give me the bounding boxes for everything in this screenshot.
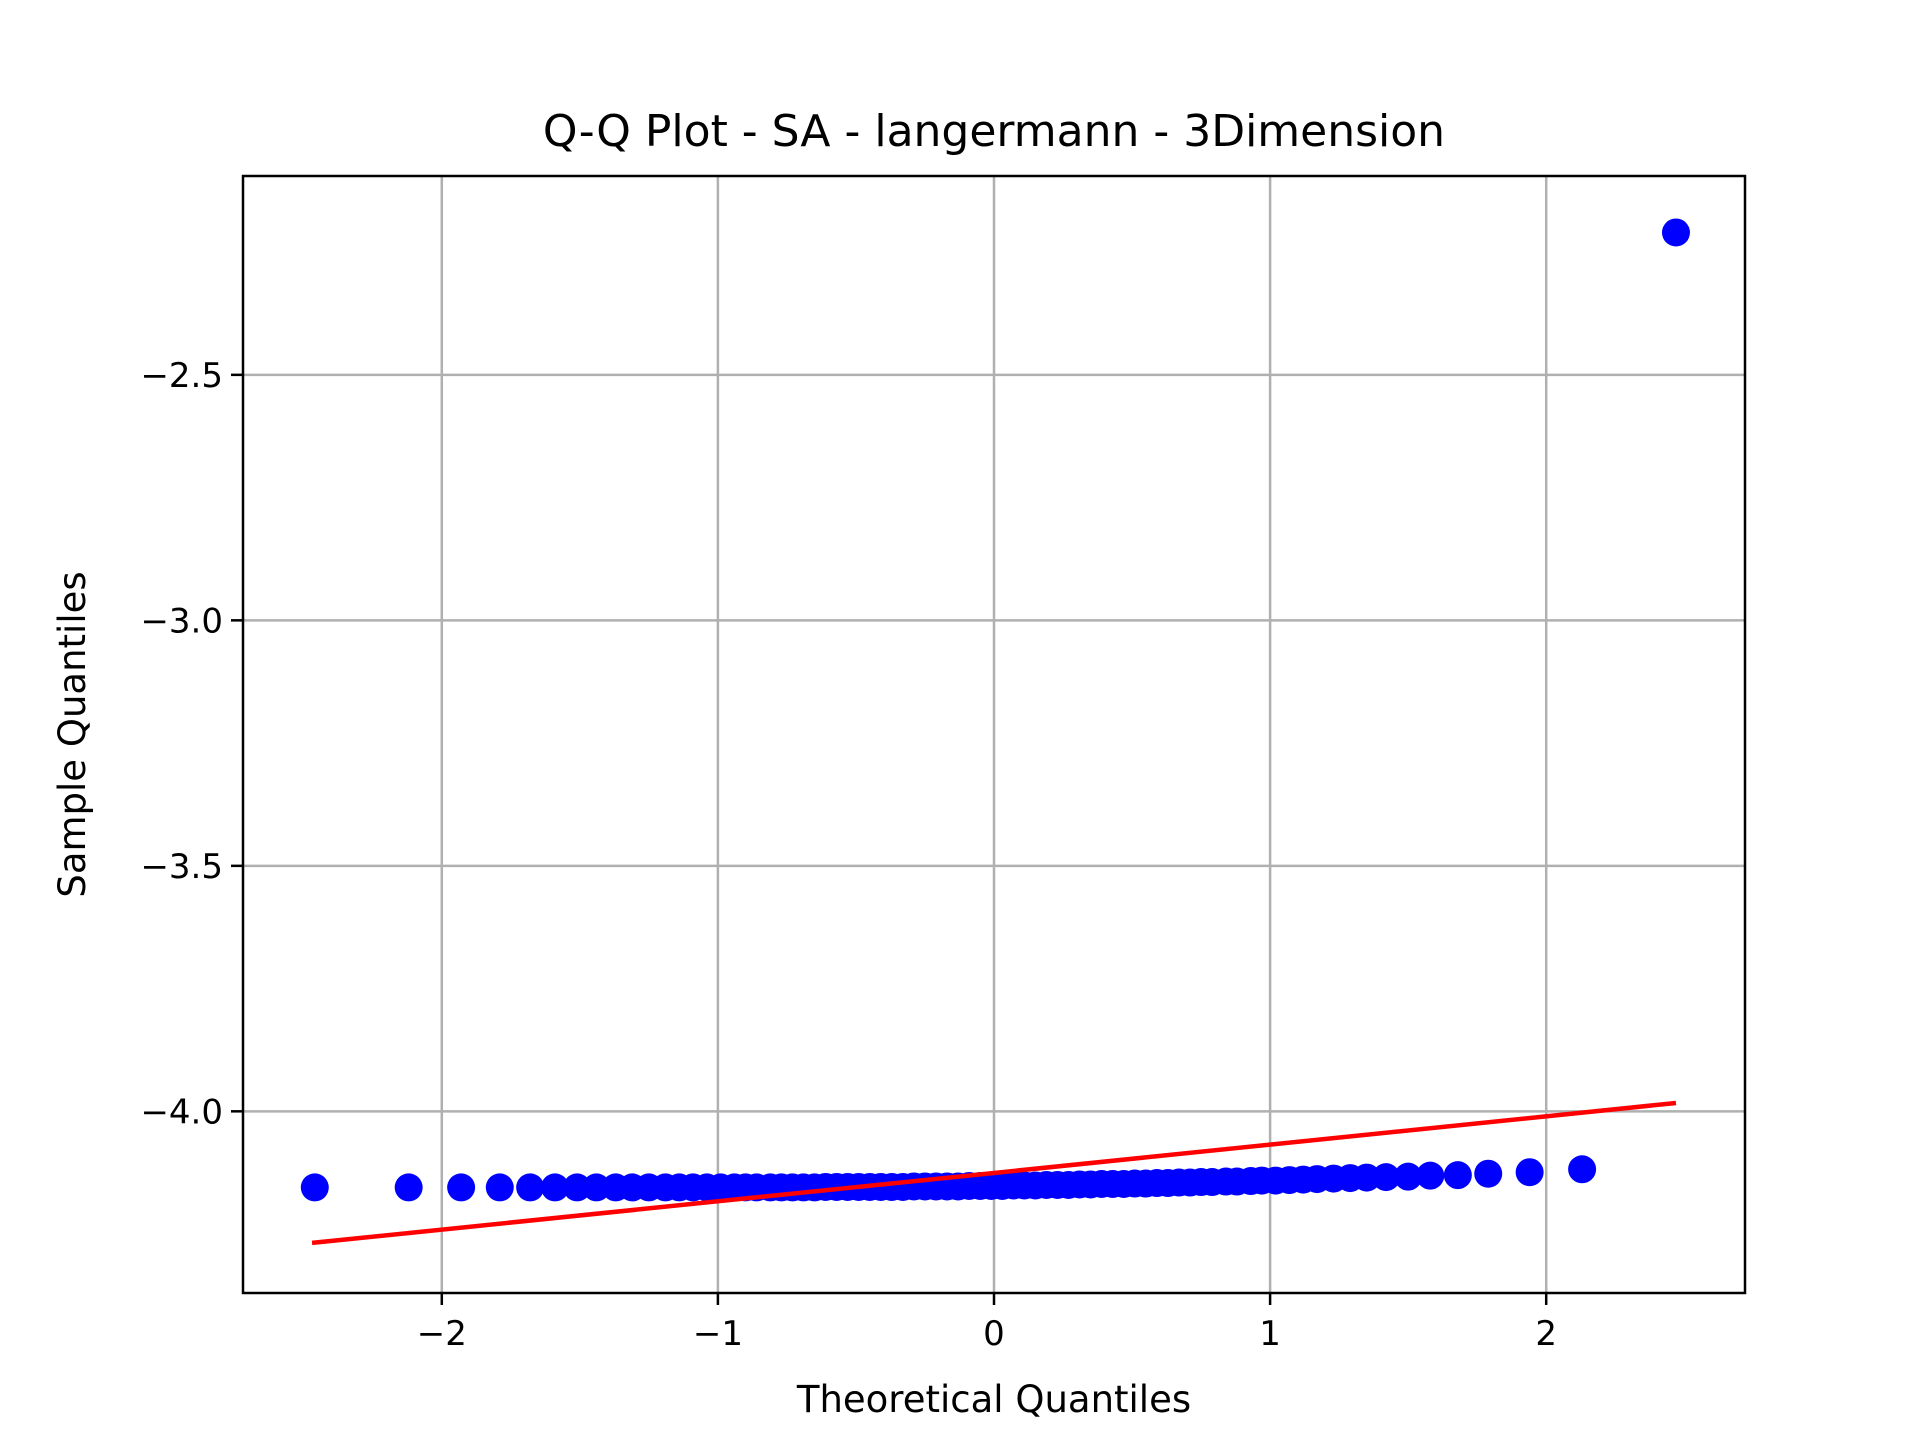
data-point [300, 1173, 329, 1202]
y-tick-label: −4.0 [140, 1092, 223, 1132]
y-tick-label: −3.5 [140, 847, 223, 887]
x-tick-label: 0 [983, 1314, 1005, 1354]
y-axis-label: Sample Quantiles [51, 571, 94, 897]
chart-title: Q-Q Plot - SA - langermann - 3Dimension [543, 106, 1445, 157]
x-tick-label: 1 [1259, 1314, 1281, 1354]
data-point [540, 1173, 569, 1202]
data-point [1515, 1158, 1544, 1187]
data-point [1443, 1161, 1472, 1190]
grid-lines [243, 176, 1745, 1293]
x-tick-label: −1 [693, 1314, 743, 1354]
data-point [1661, 218, 1690, 247]
data-point [563, 1173, 592, 1202]
plot-area [300, 218, 1690, 1246]
data-point [485, 1173, 514, 1202]
reference-line [311, 1100, 1677, 1246]
data-point [1474, 1159, 1503, 1188]
data-point [394, 1173, 423, 1202]
y-tick-label: −3.0 [140, 601, 223, 641]
y-tick-label: −2.5 [140, 356, 223, 396]
x-tick-label: −2 [417, 1314, 467, 1354]
data-point [582, 1173, 611, 1202]
axis-ticks: −2 −1 0 1 2 −2.5 −3.0 −3.5 −4.0 [140, 356, 1557, 1354]
data-point [1372, 1163, 1401, 1192]
data-point [1416, 1161, 1445, 1190]
data-point [516, 1173, 545, 1202]
x-axis-label: Theoretical Quantiles [796, 1378, 1191, 1421]
data-point [1568, 1155, 1597, 1184]
data-point [447, 1173, 476, 1202]
x-tick-label: 2 [1535, 1314, 1557, 1354]
data-point [1394, 1162, 1423, 1191]
